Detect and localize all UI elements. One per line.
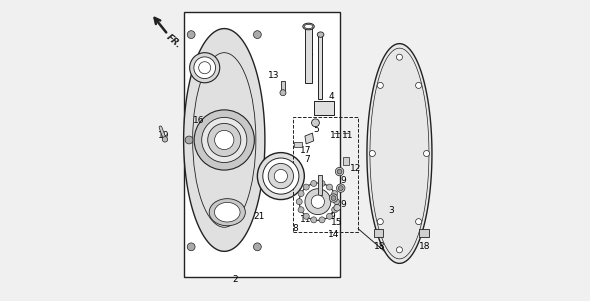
- Bar: [281, 81, 285, 93]
- Circle shape: [396, 54, 402, 60]
- Circle shape: [332, 191, 337, 197]
- Polygon shape: [305, 133, 314, 144]
- Circle shape: [194, 57, 215, 79]
- Text: 3: 3: [388, 206, 394, 215]
- Circle shape: [332, 207, 337, 213]
- Circle shape: [296, 199, 302, 205]
- Text: 5: 5: [313, 125, 319, 134]
- Text: 20: 20: [268, 185, 280, 194]
- Ellipse shape: [215, 202, 240, 222]
- Bar: [314, 101, 334, 115]
- Ellipse shape: [303, 23, 314, 30]
- Text: 12: 12: [349, 164, 361, 173]
- Circle shape: [326, 184, 333, 190]
- Circle shape: [377, 82, 384, 88]
- Circle shape: [194, 110, 254, 170]
- Text: 4: 4: [328, 92, 334, 101]
- Circle shape: [202, 117, 247, 163]
- Text: 18: 18: [373, 242, 385, 251]
- Circle shape: [187, 31, 195, 39]
- Circle shape: [298, 191, 304, 197]
- Ellipse shape: [317, 32, 324, 37]
- Text: 15: 15: [332, 218, 343, 227]
- Circle shape: [336, 184, 345, 192]
- Text: 14: 14: [329, 230, 340, 239]
- Text: 17: 17: [300, 146, 312, 155]
- Circle shape: [162, 137, 168, 142]
- Text: 19: 19: [158, 131, 170, 140]
- Circle shape: [311, 181, 317, 187]
- Circle shape: [274, 169, 287, 183]
- Circle shape: [337, 169, 342, 174]
- Circle shape: [215, 130, 234, 150]
- Circle shape: [254, 243, 261, 251]
- Circle shape: [187, 243, 195, 251]
- Bar: [419, 229, 429, 237]
- Circle shape: [298, 207, 304, 213]
- Circle shape: [268, 163, 293, 189]
- Circle shape: [189, 53, 219, 83]
- Text: FR.: FR.: [165, 32, 183, 50]
- Circle shape: [377, 219, 384, 225]
- Circle shape: [319, 181, 325, 187]
- Text: 8: 8: [292, 224, 298, 233]
- Circle shape: [415, 82, 422, 88]
- Bar: [293, 117, 358, 232]
- Bar: [319, 175, 322, 195]
- Text: 18: 18: [419, 242, 430, 251]
- Circle shape: [415, 219, 422, 225]
- Text: 11: 11: [300, 215, 312, 224]
- Bar: [374, 229, 384, 237]
- Circle shape: [319, 217, 325, 223]
- Circle shape: [254, 31, 261, 39]
- Circle shape: [257, 153, 304, 200]
- Text: 21: 21: [253, 212, 264, 221]
- Text: 10: 10: [306, 197, 317, 206]
- Polygon shape: [183, 29, 265, 251]
- Ellipse shape: [209, 199, 245, 226]
- Bar: [183, 12, 340, 277]
- Text: 2: 2: [232, 275, 238, 284]
- Text: 9: 9: [340, 200, 346, 209]
- Circle shape: [326, 213, 333, 219]
- Circle shape: [312, 195, 325, 208]
- Circle shape: [333, 199, 340, 205]
- Bar: [294, 142, 302, 147]
- Circle shape: [312, 119, 319, 127]
- Circle shape: [305, 189, 331, 215]
- Text: 16: 16: [193, 116, 204, 125]
- Text: 6: 6: [307, 50, 313, 59]
- Text: 11: 11: [342, 131, 353, 140]
- Circle shape: [396, 247, 402, 253]
- Circle shape: [335, 167, 344, 176]
- Polygon shape: [367, 44, 432, 263]
- Text: 11: 11: [330, 131, 342, 140]
- Text: 9: 9: [340, 176, 346, 185]
- Circle shape: [424, 150, 430, 157]
- Text: 7: 7: [304, 155, 310, 164]
- Bar: [343, 157, 349, 165]
- Circle shape: [329, 194, 337, 202]
- Bar: [304, 27, 313, 83]
- Circle shape: [263, 158, 299, 194]
- Circle shape: [280, 90, 286, 96]
- Circle shape: [369, 150, 375, 157]
- Ellipse shape: [304, 24, 313, 29]
- Circle shape: [331, 196, 336, 200]
- Bar: [319, 35, 322, 99]
- Circle shape: [311, 217, 317, 223]
- Circle shape: [208, 123, 241, 157]
- Text: 9: 9: [330, 212, 336, 221]
- Text: 13: 13: [268, 71, 280, 80]
- Circle shape: [303, 184, 309, 190]
- Circle shape: [303, 213, 309, 219]
- Circle shape: [185, 136, 193, 144]
- Circle shape: [338, 186, 343, 191]
- Circle shape: [334, 204, 340, 211]
